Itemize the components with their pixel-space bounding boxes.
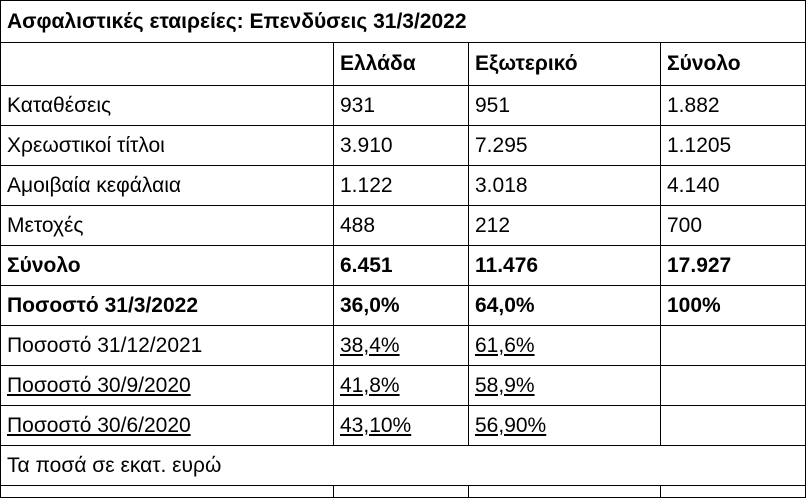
- data-cell: 6.451: [333, 245, 469, 286]
- table-row: Ποσοστό 30/9/2020 41,8% 58,9%: [0, 365, 806, 406]
- cell-text: Ποσοστό 30/9/2020: [7, 373, 191, 397]
- data-cell: 3.910: [333, 125, 469, 166]
- cell-text: 36,0%: [340, 293, 400, 317]
- cell-text: 61,6%: [475, 333, 535, 357]
- row-label: Ποσοστό 30/6/2020: [0, 405, 334, 446]
- cell-text: 1.882: [667, 93, 720, 117]
- cell-text: 951: [475, 93, 511, 117]
- cell-text: Αμοιβαία κεφάλαια: [7, 173, 182, 197]
- cell-text: Ποσοστό 30/6/2020: [7, 413, 191, 437]
- data-cell: 212: [468, 205, 661, 246]
- cell-text: 700: [667, 213, 703, 237]
- note-row: Τα ποσά σε εκατ. ευρώ: [0, 445, 806, 486]
- cell-text: 56,90%: [475, 413, 547, 437]
- row-label: Ποσοστό 31/3/2022: [0, 285, 334, 326]
- table-row: Χρεωστικοί τίτλοι 3.910 7.295 1.1205: [0, 125, 806, 166]
- cell-text: 17.927: [667, 253, 732, 277]
- cell-text: Χρεωστικοί τίτλοι: [7, 133, 165, 157]
- table-row: Καταθέσεις 931 951 1.882: [0, 85, 806, 126]
- header-cell: [0, 42, 334, 86]
- cell-text: Καταθέσεις: [7, 93, 112, 117]
- data-cell: 1.882: [659, 85, 806, 126]
- data-cell: 61,6%: [468, 325, 661, 366]
- data-cell: 4.140: [659, 165, 806, 206]
- header-cell: Ελλάδα: [333, 42, 469, 86]
- data-cell: 11.476: [468, 245, 661, 286]
- data-cell: 56,90%: [468, 405, 661, 446]
- data-cell: 17.927: [659, 245, 806, 286]
- cell-text: 1.1205: [667, 133, 732, 157]
- cell-text: 931: [340, 93, 376, 117]
- data-cell: [659, 325, 806, 366]
- row-label: Χρεωστικοί τίτλοι: [0, 125, 334, 166]
- row-label: Αμοιβαία κεφάλαια: [0, 165, 334, 206]
- data-cell: 1.122: [333, 165, 469, 206]
- cell-text: 4.140: [667, 173, 720, 197]
- header-cell: Σύνολο: [659, 42, 806, 86]
- cell-text: 41,8%: [340, 373, 400, 397]
- data-cell: 36,0%: [333, 285, 469, 326]
- cell-text: Μετοχές: [7, 213, 84, 237]
- table-row: Ποσοστό 30/6/2020 43,10% 56,90%: [0, 405, 806, 446]
- data-cell: 41,8%: [333, 365, 469, 406]
- table-row: [0, 485, 806, 498]
- data-cell: 58,9%: [468, 365, 661, 406]
- cell-text: 1.122: [340, 173, 393, 197]
- empty-cell: [333, 485, 469, 498]
- data-cell: 43,10%: [333, 405, 469, 446]
- data-cell: 7.295: [468, 125, 661, 166]
- data-cell: [659, 365, 806, 406]
- row-label: Ποσοστό 31/12/2021: [0, 325, 334, 366]
- data-cell: 1.1205: [659, 125, 806, 166]
- cell-text: 3.018: [475, 173, 528, 197]
- data-cell: 38,4%: [333, 325, 469, 366]
- cell-text: 7.295: [475, 133, 528, 157]
- header-cell: Εξωτερικό: [468, 42, 661, 86]
- cell-text: 6.451: [340, 253, 393, 277]
- data-cell: 951: [468, 85, 661, 126]
- cell-text: 11.476: [475, 253, 539, 277]
- empty-cell: [0, 485, 334, 498]
- empty-cell: [468, 485, 661, 498]
- cell-text: Ποσοστό 31/12/2021: [7, 333, 203, 357]
- data-cell: 488: [333, 205, 469, 246]
- cell-text: Σύνολο: [7, 253, 81, 277]
- row-label: Μετοχές: [0, 205, 334, 246]
- cell-text: 488: [340, 213, 376, 237]
- table-row: Αμοιβαία κεφάλαια 1.122 3.018 4.140: [0, 165, 806, 206]
- data-cell: [659, 405, 806, 446]
- data-cell: 931: [333, 85, 469, 126]
- empty-cell: [659, 485, 806, 498]
- data-cell: 700: [659, 205, 806, 246]
- table-row: Ποσοστό 31/12/2021 38,4% 61,6%: [0, 325, 806, 366]
- table-row: Σύνολο 6.451 11.476 17.927: [0, 245, 806, 286]
- cell-text: 64,0%: [475, 293, 535, 317]
- row-label: Σύνολο: [0, 245, 334, 286]
- data-cell: 64,0%: [468, 285, 661, 326]
- table-row: Ποσοστό 31/3/2022 36,0% 64,0% 100%: [0, 285, 806, 326]
- cell-text: 212: [475, 213, 511, 237]
- cell-text: 38,4%: [340, 333, 400, 357]
- row-label: Καταθέσεις: [0, 85, 334, 126]
- row-label: Ποσοστό 30/9/2020: [0, 365, 334, 406]
- cell-text: 43,10%: [340, 413, 412, 437]
- cell-text: 100%: [667, 293, 721, 317]
- cell-text: Ποσοστό 31/3/2022: [7, 293, 199, 317]
- cell-text: 3.910: [340, 133, 393, 157]
- table-row: Μετοχές 488 212 700: [0, 205, 806, 246]
- table-title: Ασφαλιστικές εταιρείες: Επενδύσεις 31/3/…: [0, 0, 806, 43]
- data-cell: 3.018: [468, 165, 661, 206]
- cell-text: 58,9%: [475, 373, 535, 397]
- note: Τα ποσά σε εκατ. ευρώ: [0, 445, 806, 486]
- data-cell: 100%: [659, 285, 806, 326]
